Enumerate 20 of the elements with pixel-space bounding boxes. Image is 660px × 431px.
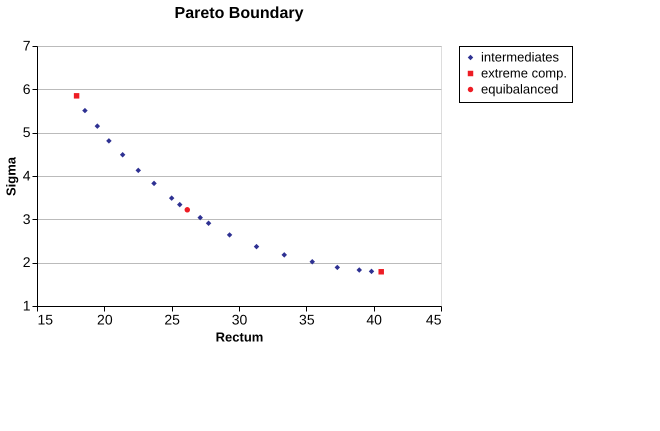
- y-tick-label: 3: [22, 210, 31, 227]
- x-tick-label: 25: [164, 312, 180, 328]
- x-tick-label: 15: [38, 312, 54, 328]
- y-axis-title: Sigma: [4, 156, 19, 196]
- legend-label: extreme comp.: [481, 66, 567, 80]
- y-tick-label: 4: [22, 168, 31, 184]
- x-tick-label: 30: [232, 312, 248, 328]
- y-tick-label: 7: [22, 38, 31, 54]
- x-tick-label: 35: [299, 312, 315, 328]
- y-tick-label: 2: [22, 254, 31, 270]
- legend-label: equibalanced: [481, 82, 558, 96]
- x-axis-title: Rectum: [216, 330, 264, 344]
- x-tick-label: 45: [426, 312, 442, 328]
- chart-title: Pareto Boundary: [174, 5, 304, 22]
- legend-label: intermediates: [481, 50, 560, 64]
- y-tick-label: 5: [22, 124, 31, 140]
- y-tick-label: 6: [22, 80, 31, 97]
- y-tick-label: 1: [22, 298, 31, 314]
- x-tick-label: 20: [97, 312, 113, 328]
- x-tick-label: 40: [366, 312, 382, 328]
